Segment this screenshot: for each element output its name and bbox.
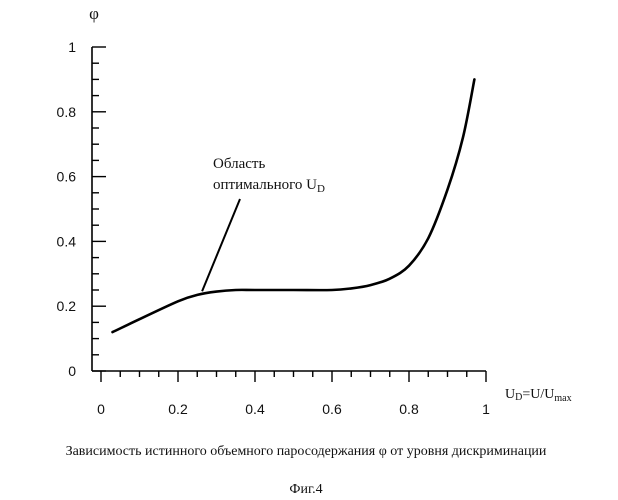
figure-caption: Зависимость истинного объемного паросоде… <box>66 444 547 459</box>
y-tick-label: 0.4 <box>57 233 77 249</box>
y-tick-label: 0.8 <box>57 104 77 120</box>
x-tick-label: 0.4 <box>245 401 265 417</box>
y-tick-label: 0.2 <box>57 298 77 314</box>
x-tick-label: 0 <box>97 401 105 417</box>
y-axis-label: φ <box>89 4 99 23</box>
y-tick-label: 0 <box>68 363 76 379</box>
annotation-line-2-text: оптимального U <box>213 177 317 193</box>
x-tick-label: 0.2 <box>168 401 188 417</box>
x-tick-label: 0.6 <box>322 401 342 417</box>
annotation-leader-line <box>202 199 240 291</box>
annotation-line-2: оптимального UD <box>213 177 325 195</box>
x-axis-label-eq: =U/U <box>522 387 554 402</box>
x-axis-label-eq-sub: max <box>554 393 571 404</box>
x-axis-label-main-sub: D <box>515 392 522 403</box>
y-tick-label: 0.6 <box>57 169 77 185</box>
annotation-line-2-sub: D <box>317 183 325 195</box>
y-tick-label: 1 <box>68 39 76 55</box>
x-tick-label: 1 <box>482 401 490 417</box>
series-line <box>113 79 475 332</box>
annotation-line-1: Область <box>213 156 265 172</box>
figure-label: Фиг.4 <box>289 482 322 497</box>
x-axis-label-main: U <box>505 387 515 402</box>
annotation: Область оптимального UD <box>202 156 325 291</box>
x-tick-label: 0.8 <box>399 401 419 417</box>
x-axis-label: UD=U/Umax <box>505 387 572 404</box>
axes: 0 0.2 0.4 0.6 0.8 1 0 0.2 0.4 0.6 0.8 1 <box>57 39 491 417</box>
ticks <box>92 47 486 382</box>
tick-labels: 0 0.2 0.4 0.6 0.8 1 0 0.2 0.4 0.6 0.8 1 <box>57 39 491 417</box>
